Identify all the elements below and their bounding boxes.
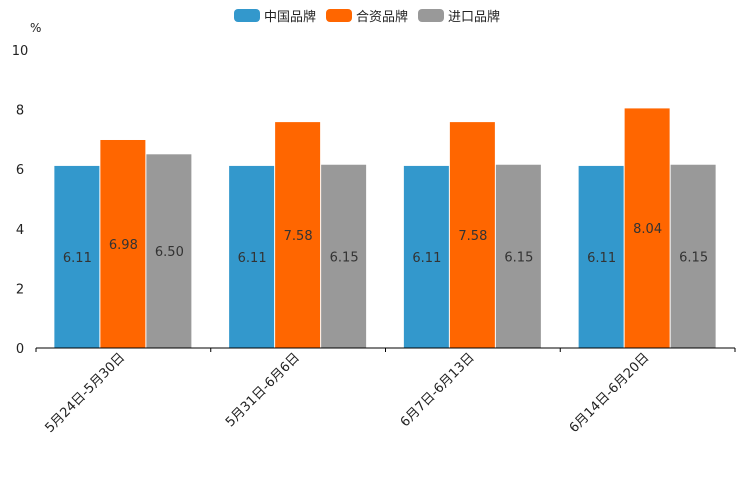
data-label: 6.50 [155,245,184,260]
bar [321,164,367,348]
x-tick-label: 5月24日-5月30日 [42,350,128,436]
bar [403,165,449,348]
bar [449,122,495,348]
y-axis-unit: % [30,21,42,35]
y-tick-label: 0 [16,342,24,357]
data-label: 6.11 [587,251,616,266]
data-label: 6.11 [238,251,267,266]
bar [54,165,100,348]
data-label: 6.15 [504,250,533,265]
legend-swatch-import-brand [418,9,445,22]
data-label: 8.04 [633,222,662,237]
data-label: 7.58 [284,229,313,244]
y-tick-label: 10 [12,44,29,59]
data-label: 6.15 [330,250,359,265]
bar [578,165,624,348]
x-tick-label: 6月14日-6月20日 [567,350,653,436]
data-label: 6.11 [412,251,441,266]
legend: 中国品牌 合资品牌 进口品牌 [234,6,510,25]
data-label: 6.98 [109,238,138,253]
y-tick-label: 6 [16,163,24,178]
bar [229,165,275,348]
x-tick-label: 6月7日-6月13日 [398,350,478,430]
data-label: 6.15 [679,250,708,265]
legend-label-jv-brand: 合资品牌 [356,10,409,25]
bar [146,154,192,348]
bar [670,164,716,348]
data-label: 7.58 [458,229,487,244]
bar [275,122,321,348]
legend-swatch-jv-brand [326,9,353,22]
x-tick-label: 5月31日-6月6日 [223,350,303,430]
legend-item-china-brand[interactable]: 中国品牌 [234,6,316,25]
y-tick-label: 2 [16,282,24,297]
data-label: 6.11 [63,251,92,266]
y-tick-label: 4 [16,223,24,238]
legend-item-import-brand[interactable]: 进口品牌 [418,6,500,25]
legend-item-jv-brand[interactable]: 合资品牌 [326,6,408,25]
bar [100,139,146,348]
y-tick-label: 8 [16,104,24,119]
bar [495,164,541,348]
legend-swatch-china-brand [234,9,260,22]
legend-label-import-brand: 进口品牌 [448,10,501,25]
bar [624,108,670,349]
legend-label-china-brand: 中国品牌 [264,10,317,25]
